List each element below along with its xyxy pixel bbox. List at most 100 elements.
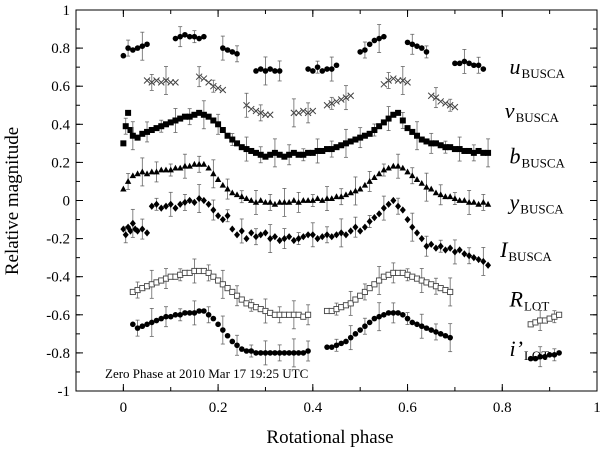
series-label-5: RLOT [509,287,550,314]
data-point [238,346,245,352]
data-point [305,231,312,239]
y-tick-label: -0.2 [46,232,70,248]
data-point [262,199,269,205]
data-point [191,111,198,118]
data-point [324,231,331,239]
data-point [257,151,264,158]
data-point [409,223,416,231]
data-point [446,101,454,109]
data-point [267,235,274,243]
data-point [385,164,392,171]
data-point [153,125,160,132]
data-point [252,233,259,241]
data-point [295,235,302,243]
data-point [427,92,435,100]
series-label-main: v [505,98,515,123]
data-point [215,121,222,128]
data-point [451,195,459,201]
data-point [148,202,155,210]
data-point [220,327,226,333]
data-point [286,151,293,158]
data-point [380,204,387,212]
data-point [480,199,487,205]
data-point [267,66,273,72]
y-tick-label: 0.6 [51,79,70,95]
data-point [300,197,307,203]
data-point [267,350,273,356]
data-point [181,113,188,120]
series-4 [120,184,492,276]
data-point [324,344,330,350]
data-point [177,164,184,171]
data-point [527,355,534,362]
data-point [319,197,326,203]
data-point [442,99,449,107]
data-point [342,191,350,198]
data-point [551,352,558,358]
data-point [120,52,127,59]
data-point [134,325,141,331]
data-point [148,127,155,134]
x-axis-label: Rotational phase [266,427,393,448]
data-point [371,315,378,322]
data-point [414,132,421,139]
data-point [233,191,241,198]
data-point [542,353,548,360]
data-point [191,33,198,40]
data-point [447,144,454,151]
data-point [442,246,449,254]
x-tick-label: 0.6 [398,400,417,416]
data-point [404,315,411,322]
data-point [281,153,288,160]
data-point [447,244,454,252]
data-point [309,149,316,156]
data-point [134,227,141,235]
data-point [210,117,217,124]
data-point [158,204,165,212]
data-point [271,149,278,156]
data-point [210,170,217,177]
data-point [314,147,321,154]
data-point [285,199,293,205]
data-point [172,79,179,86]
y-tick-label: -1 [58,384,71,400]
series-label-3: yBUSCA [508,189,565,216]
data-point [153,168,160,175]
data-point [172,35,179,42]
data-point [186,113,193,120]
data-point [139,225,146,233]
data-point [433,329,439,335]
data-point [423,138,430,145]
data-point [357,227,364,235]
series-3 [120,153,492,217]
data-point [229,288,236,295]
data-point [456,197,463,203]
data-point [352,331,359,337]
data-point [480,149,487,156]
data-point [466,60,472,67]
data-point [442,193,449,200]
data-point [418,323,425,330]
data-point [546,352,553,358]
data-point [158,123,165,130]
data-point [371,127,378,134]
data-point [148,79,156,86]
data-point [266,111,274,119]
data-point [418,136,425,143]
data-point [314,64,321,70]
data-point [380,80,388,88]
data-point [238,193,245,200]
data-point [395,202,402,210]
data-point [210,315,217,322]
y-tick-label: 0 [63,194,71,210]
data-point [447,334,453,341]
x-tick-label: 0.8 [493,400,512,416]
data-point [191,198,198,207]
data-point [167,119,174,126]
data-point [158,315,165,322]
data-point [134,134,141,141]
data-point [305,311,312,318]
series-label-main: R [509,287,524,312]
data-point [338,193,345,200]
